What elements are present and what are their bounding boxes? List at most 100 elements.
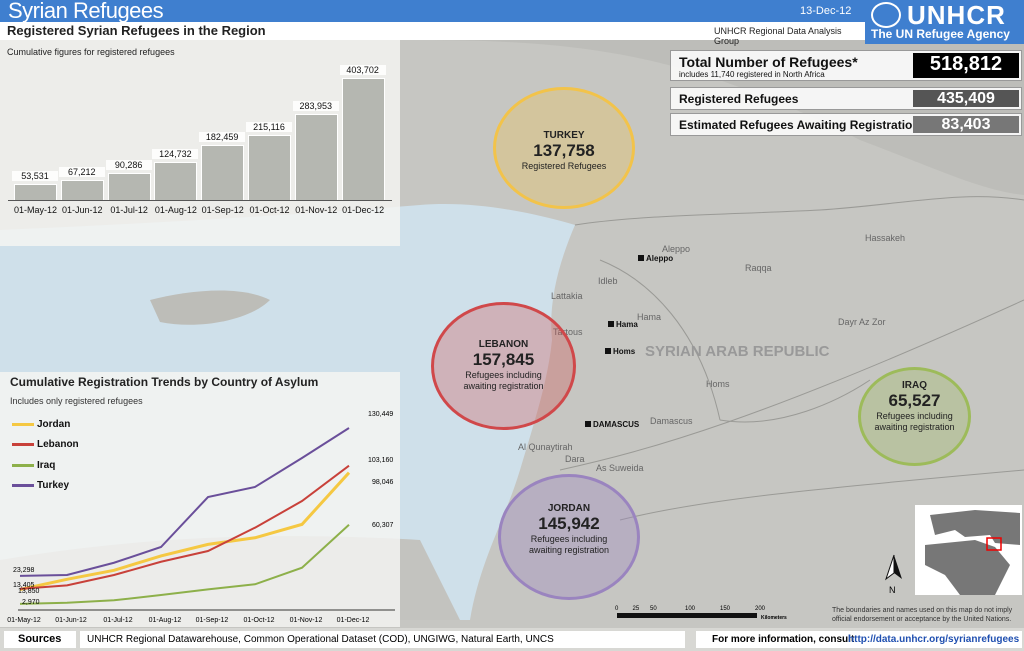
bar xyxy=(154,162,198,200)
bar-value-label: 283,953 xyxy=(292,101,339,112)
legend-lebanon: Lebanon xyxy=(12,439,79,450)
x-tick-label: 01-May-12 xyxy=(7,617,41,624)
x-tick-label: 01-Nov-12 xyxy=(290,617,323,624)
north-arrow-icon xyxy=(885,554,902,581)
iraq-circle: IRAQ 65,527 Refugees including awaiting … xyxy=(858,367,971,466)
line-chart: 01-May-12 01-Jun-12 01-Jul-12 01-Aug-12 01-S… xyxy=(7,411,395,624)
bar-x-label: 01-Nov-12 xyxy=(295,205,338,215)
region-label: Homs xyxy=(706,379,730,389)
awaiting-box: Estimated Refugees Awaiting Registration… xyxy=(670,113,1022,136)
series-line-iraq xyxy=(19,524,350,605)
bar-x-label: 01-Jul-12 xyxy=(110,205,148,215)
region-label: As Suweida xyxy=(596,463,644,473)
region-label: Hama xyxy=(637,312,662,322)
x-tick-label: 01-Oct-12 xyxy=(243,617,274,624)
region-label: Dara xyxy=(565,454,585,464)
awaiting-value: 83,403 xyxy=(913,116,1019,133)
data-portal-link[interactable]: http://data.unhcr.org/syrianrefugees xyxy=(848,634,1020,645)
bar-value-label: 67,212 xyxy=(58,166,105,177)
city-aleppo: Aleppo xyxy=(638,254,673,263)
bar-x-label: 01-Oct-12 xyxy=(249,205,290,215)
bar-x-label: 01-Dec-12 xyxy=(342,205,385,215)
data-label: 13,405 xyxy=(13,582,35,589)
region-label: Al Qunaytirah xyxy=(518,442,573,452)
x-tick-label: 01-Sep-12 xyxy=(196,617,229,624)
series-line-jordan xyxy=(19,471,351,591)
x-tick-label: 01-Aug-12 xyxy=(149,617,182,624)
line-chart-subtitle: Includes only registered refugees xyxy=(10,396,143,406)
city-hama: Hama xyxy=(608,320,638,329)
bar xyxy=(107,172,151,200)
region-label: Tartous xyxy=(553,327,583,337)
unhcr-emblem-icon xyxy=(871,2,901,28)
bar xyxy=(201,144,245,200)
scale-tick: 150 xyxy=(720,606,731,612)
bar-value-label: 403,702 xyxy=(339,65,386,75)
author-group: UNHCR Regional Data Analysis Group xyxy=(714,26,842,46)
city-damascus: DAMASCUS xyxy=(585,420,639,429)
line-chart-title: Cumulative Registration Trends by Countr… xyxy=(10,375,319,389)
region-label: Damascus xyxy=(650,416,693,426)
scale-bar xyxy=(617,613,757,618)
registered-box: Registered Refugees 435,409 xyxy=(670,87,1022,110)
bar xyxy=(341,78,385,200)
unhcr-logo: UNHCR The UN Refugee Agency xyxy=(865,0,1024,44)
x-tick-label: 01-Dec-12 xyxy=(337,617,370,624)
sources-label: Sources xyxy=(4,631,76,648)
bar-value-label: 182,459 xyxy=(199,131,246,142)
bar xyxy=(294,114,338,200)
bar-chart-panel: Cumulative figures for registered refuge… xyxy=(0,40,400,246)
footer: Sources UNHCR Regional Datawarehouse, Co… xyxy=(0,628,1024,651)
bar-x-label: 01-Sep-12 xyxy=(201,205,244,215)
data-label: 103,160 xyxy=(368,457,393,464)
data-label: 23,298 xyxy=(13,567,35,574)
bar xyxy=(248,134,291,200)
data-label: 60,307 xyxy=(372,522,394,529)
data-label: 2,970 xyxy=(22,599,40,606)
region-label: Raqqa xyxy=(745,263,772,273)
city-homs: Homs xyxy=(605,347,635,356)
jordan-circle: JORDAN 145,942 Refugees including awaiti… xyxy=(498,474,640,600)
region-label: Hassakeh xyxy=(865,233,906,243)
registered-value: 435,409 xyxy=(913,90,1019,107)
disclaimer: The boundaries and names used on this ma… xyxy=(832,607,1013,623)
total-value: 518,812 xyxy=(913,53,1019,78)
total-refugees-box: Total Number of Refugees* includes 11,74… xyxy=(670,50,1022,81)
bar xyxy=(60,179,104,200)
bar-x-label: 01-May-12 xyxy=(13,205,58,215)
scale-tick: 100 xyxy=(685,606,696,612)
x-tick-label: 01-Jun-12 xyxy=(55,617,87,624)
scale-tick: 50 xyxy=(650,606,657,612)
data-label: 98,046 xyxy=(372,479,394,486)
cyprus xyxy=(150,290,270,325)
series-line-lebanon xyxy=(19,464,350,590)
bar-value-label: 53,531 xyxy=(12,170,58,181)
legend-turkey: Turkey xyxy=(12,480,69,491)
legend-jordan: Jordan xyxy=(12,419,70,430)
region-label: Idleb xyxy=(598,276,618,286)
x-tick-label: 01-Jul-12 xyxy=(103,617,132,624)
lebanon-circle: LEBANON 157,845 Refugees including await… xyxy=(431,302,576,430)
line-chart-panel: Cumulative Registration Trends by Countr… xyxy=(0,372,400,627)
bar-x-label: 01-Jun-12 xyxy=(62,205,103,215)
bar xyxy=(14,183,57,200)
region-label: Aleppo xyxy=(662,244,691,254)
bar-axis xyxy=(8,200,392,201)
bar-chart-title: Registered Syrian Refugees in the Region xyxy=(7,23,266,38)
more-info-label: For more information, consult xyxy=(712,634,855,645)
north-label: N xyxy=(889,585,896,595)
bar-value-label: 215,116 xyxy=(246,121,292,132)
scale-tick: 200 xyxy=(755,606,766,612)
region-label: Lattakia xyxy=(551,291,583,301)
syria-locator-box xyxy=(986,537,1002,551)
bar-x-label: 01-Aug-12 xyxy=(154,205,197,215)
scale-unit: Kilometers xyxy=(761,615,787,621)
scale-tick: 25 xyxy=(632,606,640,612)
locator-map xyxy=(915,505,1022,595)
turkey-circle: TURKEY 137,758 Registered Refugees xyxy=(493,87,635,209)
bar-chart-subtitle: Cumulative figures for registered refuge… xyxy=(7,47,175,57)
data-label: 130,449 xyxy=(368,411,393,418)
data-label: 13,850 xyxy=(18,588,40,595)
series-line-turkey xyxy=(19,427,350,577)
legend-iraq: Iraq xyxy=(12,460,55,471)
